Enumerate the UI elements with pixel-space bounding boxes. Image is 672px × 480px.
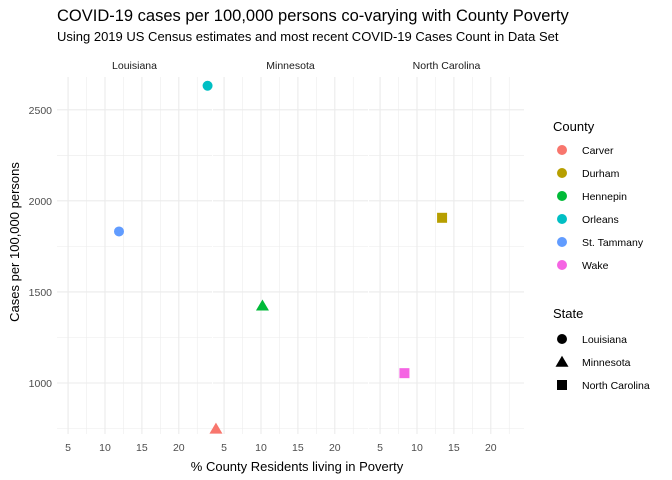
x-tick-label: 15 [292, 442, 304, 454]
x-tick-label: 20 [485, 442, 497, 454]
x-tick-label: 20 [329, 442, 341, 454]
chart-subtitle: Using 2019 US Census estimates and most … [57, 29, 559, 44]
legend-key-orleans [557, 214, 567, 224]
x-tick-label: 5 [377, 442, 383, 454]
y-tick-label: 1000 [29, 378, 53, 390]
facet-strip-label: Louisiana [112, 60, 157, 72]
legend-key-north-carolina [557, 380, 567, 390]
data-point-carver [209, 422, 223, 434]
state-legend: State Louisiana Minnesota North Carolina [553, 306, 650, 392]
legend-key-minnesota [555, 355, 569, 367]
legend-key-hennepin [557, 191, 567, 201]
x-tick-label: 15 [136, 442, 148, 454]
legend-label: Hennepin [582, 191, 627, 203]
facet-panel-north-carolina: North Carolina [369, 60, 524, 434]
legend-label: Louisiana [582, 334, 627, 346]
x-tick-label: 5 [65, 442, 71, 454]
data-point-st-tammany [114, 226, 124, 237]
legend-label: St. Tammany [582, 237, 644, 249]
data-point-hennepin [255, 299, 269, 311]
legend-key-st-tammany [557, 237, 567, 247]
facet-panel-minnesota: Minnesota [213, 60, 368, 434]
x-axis-title: % County Residents living in Poverty [191, 459, 404, 474]
state-legend-title: State [553, 306, 583, 321]
x-tick-label: 5 [221, 442, 227, 454]
x-tick-label: 10 [99, 442, 111, 454]
x-axis-ticks: 5 10 15 20 5 10 15 20 5 10 15 20 [65, 442, 497, 454]
y-tick-label: 2500 [29, 105, 53, 117]
x-tick-label: 10 [255, 442, 267, 454]
facet-panels: Louisiana Minnesota North Carolina [57, 60, 524, 434]
legend-key-wake [557, 260, 567, 270]
data-point-durham [437, 212, 448, 223]
x-tick-label: 20 [173, 442, 185, 454]
facet-strip-label: Minnesota [266, 60, 315, 72]
county-legend-title: County [553, 119, 595, 134]
y-axis-title: Cases per 100,000 persons [7, 162, 22, 322]
data-points [114, 80, 448, 434]
facet-panel-louisiana: Louisiana [57, 60, 212, 434]
y-tick-label: 1500 [29, 287, 53, 299]
data-point-orleans [202, 80, 213, 91]
legend-label: Carver [582, 145, 614, 157]
legend-label: Wake [582, 260, 609, 272]
legend-key-durham [557, 168, 567, 178]
county-legend: County Carver Durham Hennepin Orleans St. Ta… [553, 119, 644, 272]
legend-key-carver [557, 145, 567, 155]
legend-label: Durham [582, 168, 620, 180]
legend-label: Orleans [582, 214, 619, 226]
data-point-wake [399, 368, 410, 379]
x-tick-label: 15 [448, 442, 460, 454]
legend-key-louisiana [557, 334, 567, 344]
y-axis-ticks: 1000 1500 2000 2500 [29, 105, 53, 390]
x-tick-label: 10 [411, 442, 423, 454]
chart-title: COVID-19 cases per 100,000 persons co-va… [57, 7, 569, 25]
legend-label: North Carolina [582, 380, 650, 392]
y-tick-label: 2000 [29, 196, 53, 208]
legend-label: Minnesota [582, 357, 631, 369]
facet-strip-label: North Carolina [413, 60, 481, 72]
